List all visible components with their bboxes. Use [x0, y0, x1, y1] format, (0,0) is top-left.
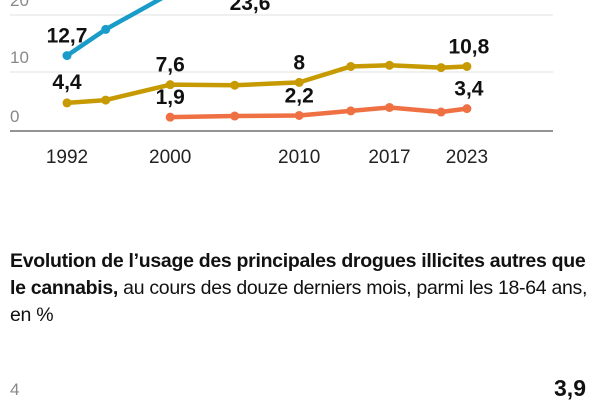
data-point-blue-1992: [62, 51, 72, 61]
data-label-gold-2023: 10,8: [448, 35, 489, 58]
chart-title-rest: au cours des douze derniers mois, parmi …: [10, 277, 588, 326]
data-point-orange-2021: [436, 107, 446, 117]
data-point-orange-2005: [230, 111, 240, 121]
data-point-orange-2023: [462, 104, 472, 114]
y-tick-20: 20: [10, 0, 29, 10]
y-tick-10: 10: [10, 48, 29, 67]
x-tick-1992: 1992: [46, 147, 88, 168]
data-point-gold-2021: [436, 63, 446, 73]
data-point-blue-1995: [101, 24, 111, 34]
data-label-orange-2010: 2,2: [285, 84, 314, 107]
data-point-gold-2005: [230, 80, 240, 90]
data-point-gold-2023: [462, 61, 472, 71]
y-tick-4: 4: [10, 380, 19, 399]
line-chart-top: 0 10 20 1992 2000 2010 2017 2023 12,7 23,6 4,4 7,6 8…: [10, 0, 553, 168]
x-tick-2000: 2000: [149, 147, 191, 168]
data-point-gold-2010: [294, 77, 304, 87]
data-label-blue-2000: 23,6: [230, 0, 271, 15]
series-line-gold: [66, 63, 467, 106]
data-point-gold-2000: [165, 80, 175, 90]
data-label-orange-2000: 1,9: [156, 86, 185, 109]
data-point-gold-1995: [101, 95, 111, 105]
data-point-gold-2014: [346, 61, 356, 71]
x-tick-2023: 2023: [446, 147, 488, 168]
data-point-orange-2017: [385, 102, 394, 112]
data-label-3-9: 3,9: [554, 375, 586, 400]
x-tick-2017: 2017: [368, 147, 410, 168]
data-point-orange-2010: [294, 110, 304, 120]
data-label-gold-2000: 7,6: [156, 54, 185, 77]
data-point-gold-1992: [62, 98, 72, 108]
data-label-gold-2010: 8: [293, 51, 305, 74]
series-line-orange: [170, 105, 468, 120]
chart-title: Evolution de l’usage des principales dro…: [10, 248, 595, 329]
data-label-blue-1992: 12,7: [47, 25, 88, 48]
data-point-gold-2017: [385, 60, 394, 70]
data-point-orange-2014: [346, 106, 356, 116]
y-tick-0: 0: [10, 107, 19, 126]
data-label-gold-1992: 4,4: [52, 71, 82, 94]
x-tick-2010: 2010: [278, 147, 320, 168]
chart-title-bold: Evolution de l’usage des principales dro…: [10, 250, 586, 299]
data-point-orange-2000: [165, 112, 175, 122]
data-label-orange-2023: 3,4: [454, 78, 484, 101]
